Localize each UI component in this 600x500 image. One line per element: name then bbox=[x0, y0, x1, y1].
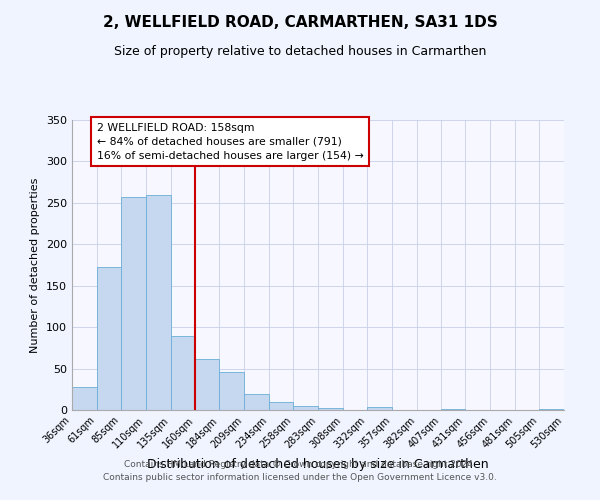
Bar bbox=[170, 336, 196, 410]
Text: Size of property relative to detached houses in Carmarthen: Size of property relative to detached ho… bbox=[114, 45, 486, 58]
Text: 2 WELLFIELD ROAD: 158sqm
← 84% of detached houses are smaller (791)
16% of semi-: 2 WELLFIELD ROAD: 158sqm ← 84% of detach… bbox=[97, 123, 364, 161]
Bar bbox=[269, 402, 293, 410]
Bar bbox=[72, 387, 97, 410]
Bar bbox=[442, 409, 466, 410]
Y-axis label: Number of detached properties: Number of detached properties bbox=[31, 178, 40, 352]
Bar bbox=[97, 268, 121, 410]
Text: Contains HM Land Registry data © Crown copyright and database right 2024.
Contai: Contains HM Land Registry data © Crown c… bbox=[103, 460, 497, 482]
Bar bbox=[367, 406, 392, 410]
Bar bbox=[146, 194, 170, 410]
Bar bbox=[293, 406, 318, 410]
Text: 2, WELLFIELD ROAD, CARMARTHEN, SA31 1DS: 2, WELLFIELD ROAD, CARMARTHEN, SA31 1DS bbox=[103, 15, 497, 30]
Bar bbox=[121, 197, 146, 410]
Bar bbox=[220, 372, 244, 410]
X-axis label: Distribution of detached houses by size in Carmarthen: Distribution of detached houses by size … bbox=[147, 458, 489, 471]
Bar bbox=[539, 409, 564, 410]
Bar bbox=[196, 358, 220, 410]
Bar bbox=[244, 394, 269, 410]
Bar bbox=[318, 408, 343, 410]
